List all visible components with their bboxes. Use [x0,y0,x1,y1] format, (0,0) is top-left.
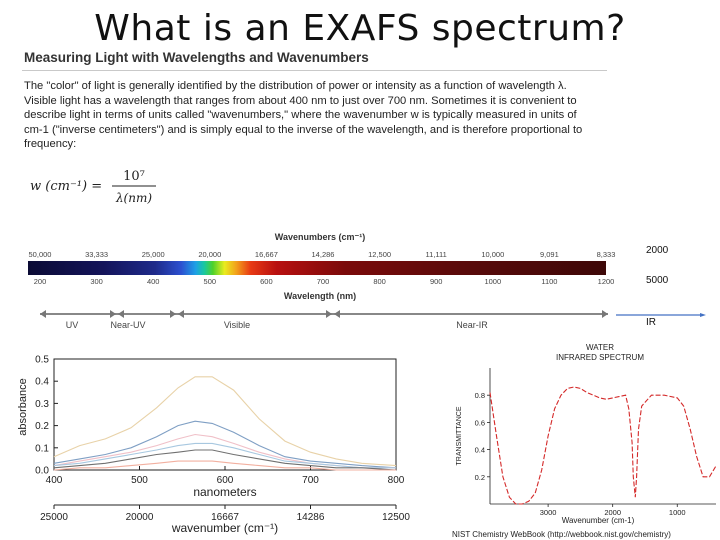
wavenumber-tick: 8,333 [597,250,616,259]
x2-tick-label: 12500 [382,512,410,523]
y-tick-label: 0.2 [35,421,49,432]
bottom-axis-label: Wavelength (nm) [284,291,356,301]
absorbance-curve [53,442,396,469]
top-axis-label: Wavenumbers (cm⁻¹) [275,232,365,242]
region-arrows [40,310,608,318]
ir-source-credit: NIST Chemistry WebBook (http://webbook.n… [452,530,671,539]
paragraph-line: Visible light has a wavelength that rang… [24,94,577,107]
x-tick-label: 400 [46,475,63,486]
absorbance-y-ticks: 0.0 0.1 0.2 0.3 0.4 0.5 [35,355,58,477]
article-heading: Measuring Light with Wavelengths and Wav… [24,50,369,65]
ir-arrow [616,313,706,317]
ir-transmittance-curve [489,386,717,505]
wavelength-tick: 400 [147,277,160,286]
water-ir-spectrum: WATER INFRARED SPECTRUM TRANSMITTANCE 0.… [452,343,717,539]
x2-tick-label: 16667 [211,512,239,523]
formula-lhs: w (cm⁻¹) = [30,179,102,194]
wavenumber-tick-labels: 50,000 33,333 25,000 20,000 16,667 14,286 12,5… [29,250,616,259]
ir-x-tick-label: 3000 [540,508,557,517]
paragraph-line: cm-1 ("inverse centimeters") and is simp… [24,123,583,136]
electromagnetic-spectrum-bar: Wavenumbers (cm⁻¹) 50,000 33,333 25,000 20,… [28,232,616,330]
ir-x-ticks: 3000 2000 1000 [540,504,686,517]
ir-y-tick-label: 0.2 [475,473,485,482]
wavelength-tick: 300 [90,277,103,286]
absorbance-x2-ticks: 25000 20000 16667 14286 12500 [40,505,410,523]
ir-y-tick-label: 0.8 [475,391,485,400]
article-paragraph: The "color" of light is generally identi… [24,79,614,152]
absorbance-curve [53,460,396,471]
wavenumber-tick: 9,091 [540,250,559,259]
wavelength-tick: 900 [430,277,443,286]
wavenumber-tick: 33,333 [85,250,108,259]
paragraph-line: frequency: [24,138,77,151]
wavenumber-tick: 20,000 [198,250,221,259]
absorbance-curve [53,376,397,467]
ir-y-label: TRANSMITTANCE [456,406,463,465]
wavenumber-tick: 25,000 [142,250,165,259]
wavelength-tick: 700 [317,277,330,286]
y-tick-label: 0.5 [35,355,49,366]
wavelength-tick: 1000 [484,277,501,286]
heading-divider [22,70,607,71]
absorbance-x-ticks: 400 500 600 700 800 [46,466,405,486]
wavelength-tick: 600 [260,277,273,286]
formula-denominator: λ(nm) [115,191,152,205]
absorbance-curve [53,449,397,471]
ir-x-tick-label: 1000 [669,508,686,517]
wavenumber-tick: 14,286 [312,250,335,259]
slide-title: What is an EXAFS spectrum? [94,8,626,49]
formula-numerator: 10⁷ [123,169,145,184]
region-near-uv: Near-UV [110,320,145,330]
region-visible: Visible [224,320,250,330]
wavelength-tick: 1100 [541,277,557,286]
wavelength-tick: 500 [204,277,217,286]
wavenumber-tick: 10,000 [481,250,504,259]
paragraph-line: The "color" of light is generally identi… [24,80,567,92]
ir-series [489,386,717,505]
spectrum-gradient [28,261,606,275]
paragraph-line: describe light in terms of units called … [24,109,577,122]
absorbance-curve [53,420,397,469]
y-tick-label: 0.1 [35,443,49,454]
side-label-2000: 2000 [646,245,669,256]
wavenumber-formula: w (cm⁻¹) = 10⁷ λ(nm) [30,169,156,205]
wavelength-tick: 800 [373,277,386,286]
wavenumber-tick: 12,500 [368,250,391,259]
side-label-5000: 5000 [646,275,669,286]
x-tick-label: 500 [131,475,148,486]
ir-title-line1: WATER [586,343,614,352]
wavenumber-tick: 16,667 [255,250,278,259]
ir-title-line2: INFRARED SPECTRUM [556,353,644,362]
x-tick-label: 800 [388,475,405,486]
wavelength-tick: 200 [34,277,47,286]
x2-tick-label: 25000 [40,512,68,523]
ir-y-tick-label: 0.4 [475,446,485,455]
region-near-ir: Near-IR [456,320,488,330]
ir-x-tick-label: 2000 [604,508,621,517]
ir-y-tick-label: 0.6 [475,418,485,427]
ir-y-ticks: 0.8 0.6 0.4 0.2 [475,391,490,482]
side-label-ir: IR [646,317,656,328]
absorbance-chart: absorbance 0.0 0.1 0.2 0.3 0.4 0.5 400 500 600 7… [17,355,410,536]
y-tick-label: 0.4 [35,377,49,388]
ir-x-label: Wavenumber (cm-1) [562,516,635,525]
absorbance-y-label: absorbance [17,378,29,436]
absorbance-x-label: nanometers [193,485,256,499]
absorbance-series [53,376,397,471]
wavelength-tick: 1200 [598,277,615,286]
ir-arrow-head [700,313,706,317]
y-tick-label: 0.0 [35,466,49,477]
wavenumber-tick: 11,111 [426,250,447,259]
region-uv: UV [66,320,79,330]
wavenumber-tick: 50,000 [29,250,52,259]
x-tick-label: 600 [217,475,234,486]
wavelength-tick-labels: 200 300 400 500 600 700 800 900 1000 1100 1200 [34,277,615,286]
absorbance-x2-label: wavenumber (cm⁻¹) [171,521,278,535]
x2-tick-label: 20000 [126,512,154,523]
x2-tick-label: 14286 [297,512,325,523]
y-tick-label: 0.3 [35,399,49,410]
x-tick-label: 700 [302,475,319,486]
absorbance-frame [53,358,397,471]
